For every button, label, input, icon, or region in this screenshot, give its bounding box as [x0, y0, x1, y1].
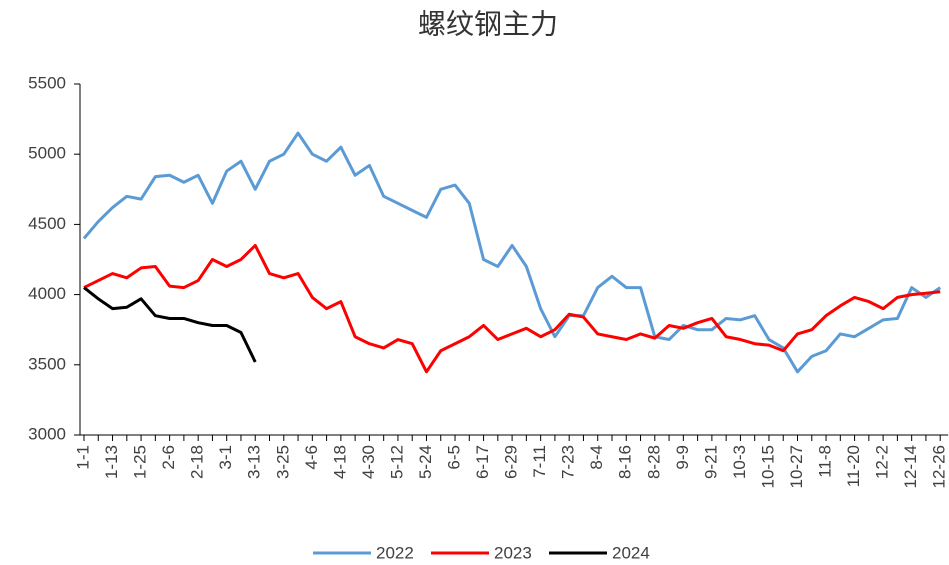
x-tick-label: 3-25 — [273, 445, 292, 479]
series-line — [83, 243, 941, 374]
x-tick-label: 12-14 — [901, 445, 920, 488]
x-tick-label: 2-6 — [159, 445, 178, 470]
y-tick-label: 5500 — [28, 73, 66, 92]
x-tick-label: 9-21 — [701, 445, 720, 479]
chart-title: 螺纹钢主力 — [418, 8, 558, 39]
y-tick-label: 4000 — [28, 284, 66, 303]
legend-label: 2023 — [494, 543, 532, 562]
x-tick-label: 2-18 — [188, 445, 207, 479]
x-tick-label: 9-9 — [673, 445, 692, 470]
x-tick-label: 8-16 — [616, 445, 635, 479]
x-tick-label: 5-24 — [416, 445, 435, 479]
y-tick-label: 3500 — [28, 354, 66, 373]
x-tick-label: 6-29 — [502, 445, 521, 479]
x-tick-label: 12-26 — [930, 445, 949, 488]
legend-label: 2022 — [376, 543, 414, 562]
x-tick-label: 6-17 — [473, 445, 492, 479]
y-tick-label: 4500 — [28, 214, 66, 233]
series-line — [82, 131, 942, 374]
x-tick-label: 10-15 — [758, 445, 777, 488]
x-tick-label: 12-2 — [873, 445, 892, 479]
x-tick-label: 8-4 — [587, 445, 606, 470]
y-tick-label: 3000 — [28, 424, 66, 443]
x-tick-label: 11-8 — [816, 445, 835, 478]
x-tick-label: 4-18 — [330, 445, 349, 479]
x-tick-label: 3-13 — [245, 445, 264, 479]
x-tick-label: 10-27 — [787, 445, 806, 488]
x-tick-label: 7-23 — [559, 445, 578, 479]
x-tick-label: 8-28 — [644, 445, 663, 479]
x-tick-label: 10-3 — [730, 445, 749, 479]
x-tick-label: 1-25 — [131, 445, 150, 479]
x-tick-label: 4-6 — [302, 445, 321, 470]
x-tick-label: 1-1 — [73, 445, 92, 470]
x-tick-label: 3-1 — [216, 445, 235, 470]
x-tick-label: 5-12 — [387, 445, 406, 479]
y-tick-label: 5000 — [28, 144, 66, 163]
x-tick-label: 6-5 — [445, 445, 464, 470]
x-tick-label: 4-30 — [359, 445, 378, 479]
x-tick-label: 1-13 — [102, 445, 121, 479]
series-line — [83, 286, 257, 363]
legend-label: 2024 — [612, 543, 650, 562]
x-tick-label: 11-20 — [844, 445, 863, 487]
x-tick-label: 7-11 — [530, 445, 549, 478]
